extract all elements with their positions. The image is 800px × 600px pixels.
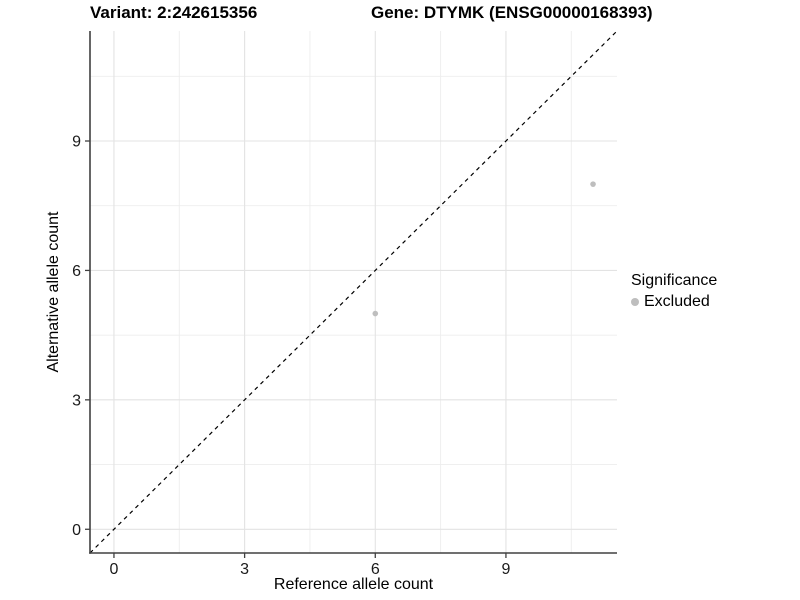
- variant-title: Variant: 2:242615356: [90, 3, 258, 22]
- identity-dashed-line: [89, 30, 618, 554]
- x-axis-title: Reference allele count: [273, 576, 434, 593]
- legend-item-excluded: Excluded: [631, 293, 717, 311]
- x-tick-label: 0: [110, 561, 119, 578]
- legend-point-icon: [631, 298, 639, 306]
- legend: Significance Excluded: [631, 271, 717, 311]
- y-tick-label: 9: [72, 134, 81, 151]
- x-tick-label: 6: [371, 561, 380, 578]
- y-axis-title: Alternative allele count: [45, 211, 62, 373]
- y-tick-label: 0: [72, 522, 81, 539]
- y-tick-label: 3: [72, 392, 81, 409]
- x-tick-label: 9: [501, 561, 510, 578]
- data-point: [372, 310, 379, 317]
- gene-title: Gene: DTYMK (ENSG00000168393): [371, 3, 653, 22]
- y-tick-label: 6: [72, 263, 81, 280]
- legend-item-label: Excluded: [644, 293, 710, 310]
- data-point: [590, 181, 596, 187]
- x-tick-label: 3: [240, 561, 249, 578]
- legend-title: Significance: [631, 272, 718, 289]
